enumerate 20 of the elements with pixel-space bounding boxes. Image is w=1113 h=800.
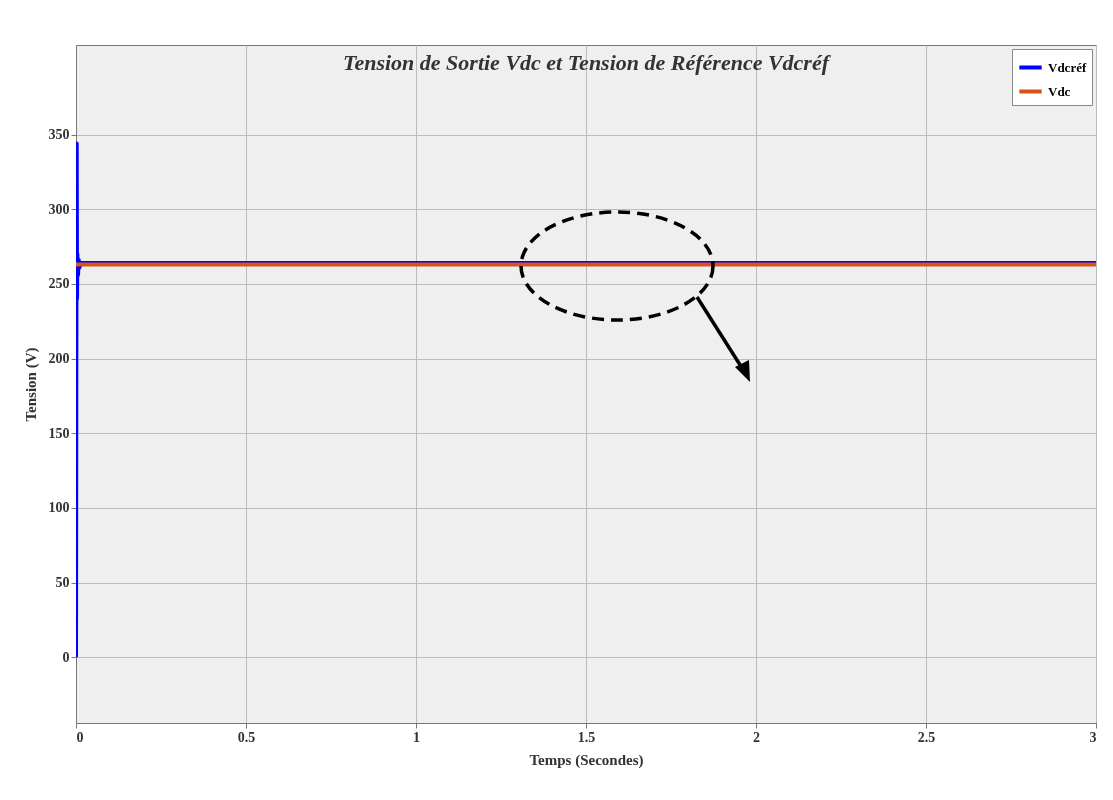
x-tick-label: 2 xyxy=(753,729,760,745)
x-tick-label: 0 xyxy=(76,729,84,745)
chart-title: Tension de Sortie Vdc et Tension de Référence Vdcréf xyxy=(343,50,832,75)
x-tick-label: 1.5 xyxy=(577,729,596,745)
x-tick-label: 3 xyxy=(1089,729,1097,745)
x-tick-label: 1 xyxy=(413,729,420,745)
legend-label: Vdc xyxy=(1048,83,1071,99)
y-tick-label: 50 xyxy=(55,575,70,591)
y-axis-title: Tension (V) xyxy=(22,347,40,422)
y-tick-label: 200 xyxy=(48,351,70,367)
x-tick-label: 0.5 xyxy=(237,729,256,745)
y-tick-label: 300 xyxy=(48,201,70,217)
x-tick-label: 2.5 xyxy=(917,729,936,745)
x-axis-title: Temps (Secondes) xyxy=(529,751,644,769)
y-tick-label: 250 xyxy=(48,276,70,292)
legend-label: Vdcréf xyxy=(1048,59,1087,75)
y-tick-label: 0 xyxy=(62,649,70,665)
y-tick-label: 350 xyxy=(48,127,70,143)
y-tick-label: 100 xyxy=(48,500,70,516)
y-tick-label: 150 xyxy=(48,425,70,441)
